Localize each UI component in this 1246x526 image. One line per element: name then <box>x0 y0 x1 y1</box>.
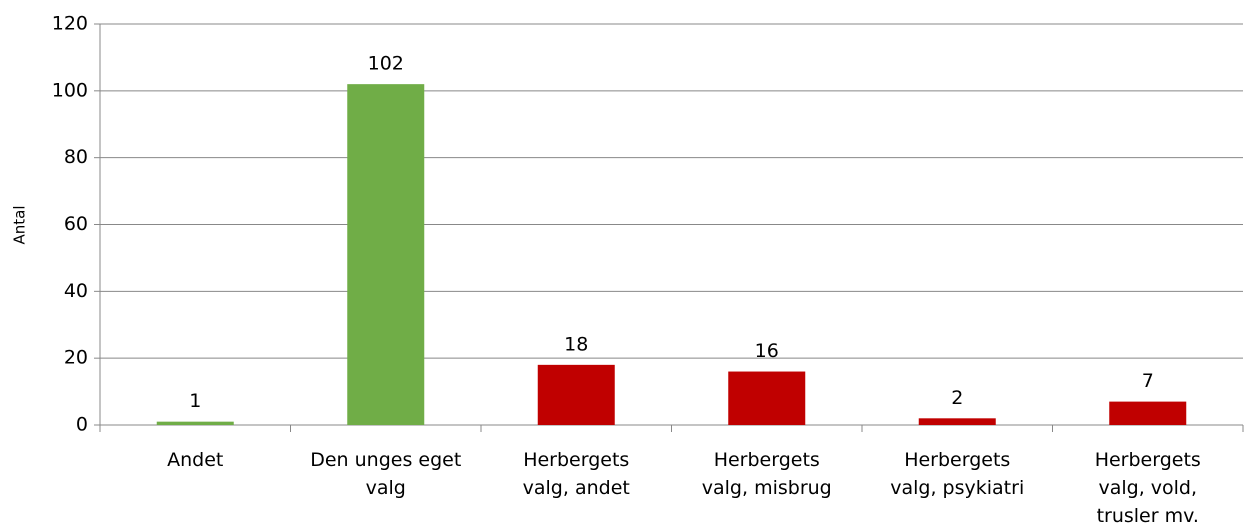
data-label: 16 <box>755 340 779 362</box>
bar <box>156 421 234 425</box>
data-label: 102 <box>368 53 404 75</box>
bar <box>918 418 996 425</box>
bar <box>537 364 615 425</box>
x-tick-label: Den unges eget valg <box>310 449 461 499</box>
y-tick-label: 120 <box>52 13 88 35</box>
y-axis-label: Antal <box>11 205 29 244</box>
y-tick-label: 40 <box>64 280 88 302</box>
x-tick-label: Herbergets valg, psykiatri <box>890 449 1024 499</box>
y-tick-label: 100 <box>52 79 88 101</box>
x-tick-label: Herbergets valg, andet <box>523 449 630 499</box>
data-label: 1 <box>189 390 201 412</box>
bar <box>728 371 806 425</box>
x-tick-label: Herbergets valg, misbrug <box>702 449 832 499</box>
y-tick-label: 80 <box>64 146 88 168</box>
data-label: 7 <box>1142 370 1154 392</box>
bar <box>1109 401 1187 425</box>
y-tick-label: 0 <box>76 414 88 436</box>
x-tick-label: Andet <box>167 449 223 471</box>
data-label: 2 <box>951 387 963 409</box>
data-label: 18 <box>564 333 588 355</box>
bar <box>347 84 425 426</box>
y-tick-label: 20 <box>64 347 88 369</box>
y-tick-label: 60 <box>64 213 88 235</box>
x-tick-label: Herbergets valg, vold, trusler mv. <box>1095 449 1201 526</box>
